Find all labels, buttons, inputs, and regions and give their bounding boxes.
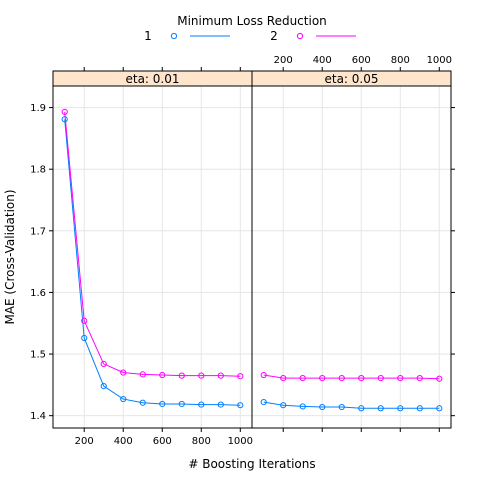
legend-point-marker [296, 32, 304, 40]
series-line-2 [64, 111, 241, 377]
x-tick-label: 1000 [228, 436, 253, 447]
data-point [159, 400, 166, 408]
data-point [319, 374, 326, 382]
x-tick-label: 600 [352, 55, 371, 66]
data-point [178, 400, 185, 408]
series-line-1 [263, 401, 440, 409]
panel-border [251, 85, 452, 429]
y-axis: 1.4 1.5 1.6 1.7 1.8 1.9 [30, 103, 455, 422]
legend-title: Minimum Loss Reduction [177, 14, 327, 28]
legend-point-marker [170, 32, 178, 40]
x-tick-label: 200 [75, 436, 94, 447]
data-point [260, 371, 267, 379]
data-point [120, 395, 127, 403]
data-point [358, 374, 365, 382]
data-point [436, 405, 443, 412]
y-tick-label: 1.6 [30, 288, 46, 299]
legend-entry-2: 2 [270, 29, 356, 43]
data-point [81, 334, 88, 342]
data-point [299, 403, 306, 410]
panel-2: eta: 0.05 200 400 600 800 1000 [251, 55, 452, 432]
panel-1: eta: 0.01 200 400 600 800 1000 [52, 67, 253, 447]
data-point [61, 108, 68, 115]
x-tick-label: 600 [153, 436, 172, 447]
data-point [120, 369, 127, 376]
data-point [159, 371, 166, 379]
x-tick-label: 1000 [427, 55, 452, 66]
panel-strip-label: eta: 0.05 [324, 72, 378, 86]
y-tick-label: 1.4 [30, 411, 46, 422]
data-point [397, 374, 404, 382]
legend-entry-1: 1 [144, 29, 230, 43]
data-point [237, 373, 244, 380]
data-point [338, 374, 345, 382]
data-point [217, 401, 224, 408]
data-point [139, 399, 146, 406]
data-point [280, 402, 287, 409]
data-point [377, 374, 384, 382]
y-tick-label: 1.9 [30, 103, 46, 114]
y-axis-title: MAE (Cross-Validation) [3, 189, 17, 324]
data-point [217, 372, 224, 379]
x-tick-label: 800 [192, 436, 211, 447]
data-point [280, 374, 287, 382]
data-point [319, 403, 326, 411]
x-tick-label: 400 [313, 55, 332, 66]
data-point [198, 372, 205, 379]
x-tick-label: 800 [391, 55, 410, 66]
data-point [100, 382, 107, 390]
series-line-2 [263, 374, 440, 380]
x-axis-title: # Boosting Iterations [188, 457, 315, 471]
data-point [377, 405, 384, 412]
x-tick-label: 400 [114, 436, 133, 447]
data-point [416, 374, 423, 382]
y-tick-label: 1.5 [30, 350, 46, 361]
data-point [338, 403, 345, 411]
series-line-1 [64, 119, 241, 406]
data-point [260, 399, 267, 406]
y-tick-label: 1.7 [30, 226, 46, 237]
data-point [178, 372, 185, 379]
data-point [358, 405, 365, 412]
data-point [100, 360, 107, 368]
legend-label: 2 [270, 29, 278, 43]
data-point [81, 317, 88, 324]
panels: eta: 0.01 200 400 600 800 1000 eta: 0.05 200 400… [30, 55, 455, 447]
x-tick-label: 200 [274, 55, 293, 66]
panel-border [52, 85, 253, 429]
data-point [436, 375, 443, 382]
panel-strip-label: eta: 0.01 [125, 72, 179, 86]
y-tick-label: 1.8 [30, 165, 46, 176]
data-point [416, 405, 423, 412]
data-point [397, 405, 404, 412]
data-point [299, 374, 306, 382]
data-point [198, 401, 205, 408]
data-point [139, 371, 146, 378]
legend-label: 1 [144, 29, 152, 43]
data-point [237, 402, 244, 409]
